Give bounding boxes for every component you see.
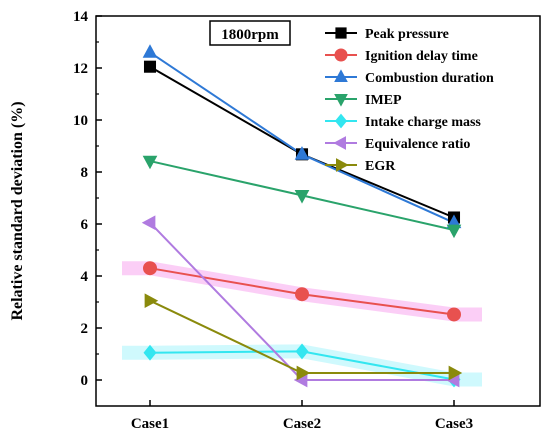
plot-frame	[95, 15, 541, 407]
annotation-box: 1800rpm	[209, 20, 291, 46]
legend-marker-equivalence-ratio	[333, 136, 346, 150]
legend-label-imep: IMEP	[365, 93, 402, 108]
point-ignition-delay-time-case2	[295, 287, 309, 302]
y-tick-label-2: 2	[81, 321, 89, 337]
legend-label-ignition-delay-time: Ignition delay time	[365, 49, 478, 64]
point-ignition-delay-time-case1	[143, 261, 157, 276]
axes: 0 2 4 6 8 10 12 14 Case1 Case2 Case3	[73, 9, 541, 432]
point-intake-charge-mass-case2	[295, 343, 309, 360]
point-peak-pressure-case1	[143, 60, 157, 73]
point-imep-case2	[294, 190, 310, 204]
point-intake-charge-mass-case1	[143, 344, 157, 361]
x-tick-label-Case2: Case2	[283, 416, 321, 432]
x-tick-label-Case1: Case1	[131, 416, 169, 432]
legend-marker-peak-pressure	[335, 27, 347, 39]
x-tick-label-Case3: Case3	[435, 416, 473, 432]
y-axis-title: Relative standard deviation (%)	[9, 101, 26, 320]
y-tick-label-8: 8	[81, 165, 89, 181]
point-egr-case2	[296, 365, 311, 381]
legend-label-peak-pressure: Peak pressure	[365, 27, 449, 42]
legend-label-egr: EGR	[365, 159, 396, 174]
legend-label-intake-charge-mass: Intake charge mass	[365, 115, 481, 130]
legend-marker-combustion-duration	[334, 69, 348, 82]
point-equivalence-ratio-case1	[141, 215, 156, 231]
legend: Peak pressure Ignition delay time Combusti…	[325, 27, 494, 174]
y-tick-label-0: 0	[81, 373, 89, 389]
legend-marker-intake-charge-mass	[334, 113, 348, 129]
y-tick-label-14: 14	[73, 9, 89, 25]
error-bands	[122, 261, 482, 387]
series-markers	[141, 44, 463, 388]
legend-marker-egr	[336, 158, 349, 172]
point-combustion-duration-case1	[142, 44, 158, 58]
legend-label-combustion-duration: Combustion duration	[365, 71, 494, 86]
point-egr-case3	[448, 365, 463, 381]
legend-label-equivalence-ratio: Equivalence ratio	[365, 137, 470, 152]
legend-marker-ignition-delay-time	[334, 48, 348, 62]
point-imep-case3	[446, 224, 462, 239]
annotation-frame	[209, 20, 291, 46]
annotation-label: 1800rpm	[221, 27, 279, 43]
series-lines	[149, 51, 455, 381]
point-ignition-delay-time-case3	[447, 307, 461, 322]
y-tick-label-4: 4	[81, 269, 89, 285]
legend-marker-imep	[334, 94, 348, 107]
band-intake-charge-mass	[122, 344, 482, 387]
y-tick-label-6: 6	[81, 217, 89, 233]
y-tick-label-10: 10	[73, 113, 88, 129]
y-tick-label-12: 12	[73, 61, 88, 77]
point-imep-case1	[142, 155, 158, 170]
point-combustion-duration-case2	[294, 146, 310, 160]
point-egr-case1	[144, 293, 159, 309]
